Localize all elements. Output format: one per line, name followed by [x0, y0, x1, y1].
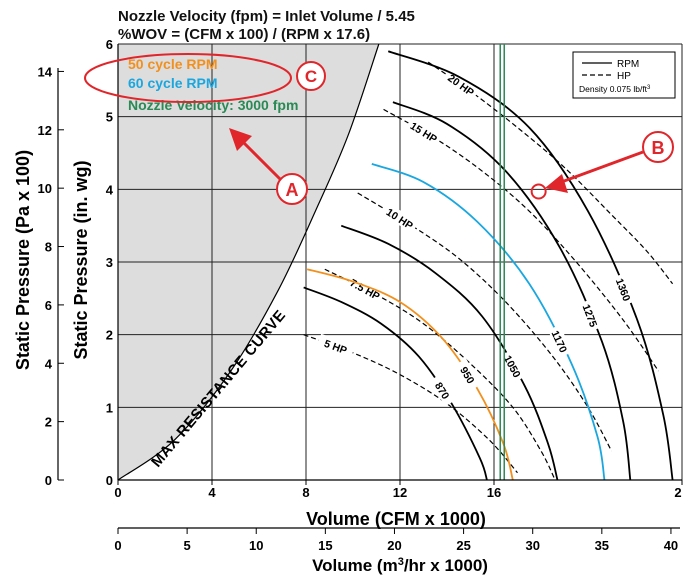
callout-c-letter: C — [305, 67, 317, 86]
x-axis-label: Volume (CFM x 1000) — [306, 509, 486, 529]
rpm-curve-label: 1360 — [613, 277, 633, 303]
x-tick-label: 0 — [114, 485, 121, 500]
x-tick-label: 4 — [208, 485, 216, 500]
hp-curve — [383, 108, 659, 372]
label-nozzle-velocity: Nozzle Velocity: 3000 fpm — [128, 97, 298, 113]
y-tick-label-pascal: 0 — [45, 473, 52, 488]
axes — [57, 44, 682, 529]
y-tick-label-inches: 6 — [106, 37, 113, 52]
x2-tick-label: 15 — [318, 538, 332, 553]
hp-label-bg — [346, 274, 385, 304]
callout-c-circle — [296, 61, 326, 91]
hp-label-bg — [316, 333, 356, 359]
hp-curve — [303, 334, 518, 474]
arrow-a-shaft — [240, 139, 282, 181]
legend-rpm-label: RPM — [617, 59, 639, 70]
hp-label-bg — [405, 116, 443, 147]
y-tick-label-inches: 3 — [106, 255, 113, 270]
hp-curve — [357, 192, 613, 452]
y-tick-label-inches: 4 — [106, 182, 114, 197]
x2-tick-label: 35 — [595, 538, 609, 553]
rpm-label-bg — [612, 273, 636, 306]
x-tick-label: 16 — [487, 485, 501, 500]
rpm-curve-label: 1170 — [549, 329, 570, 355]
x2-tick-label: 10 — [249, 538, 263, 553]
hp-label-bg — [381, 202, 419, 234]
formula-nozzle-velocity: Nozzle Velocity (fpm) = Inlet Volume / 5… — [118, 8, 415, 25]
y-tick-label-inches: 1 — [106, 400, 113, 415]
y-tick-label-pascal: 4 — [45, 356, 53, 371]
callout-c-ellipse — [84, 53, 292, 103]
callout-a-circle — [276, 173, 308, 205]
y-tick-label-pascal: 14 — [38, 64, 53, 79]
x2-axis-label-main: Volume (m — [312, 556, 398, 575]
rpm-label-bg — [500, 349, 526, 383]
y-tick-label-inches: 0 — [106, 473, 113, 488]
callouts — [84, 53, 674, 205]
rpm-curve — [303, 286, 488, 481]
y-tick-label-pascal: 8 — [45, 240, 52, 255]
arrow-a-head — [229, 128, 252, 151]
hp-label-bg — [443, 68, 480, 101]
x-tick-label: 8 — [302, 485, 309, 500]
x2-tick-label: 20 — [387, 538, 401, 553]
x-tick-label: 2 — [674, 485, 681, 500]
rpm-curve — [387, 50, 674, 481]
formula-wov: %WOV = (CFM x 100) / (RPM x 17.6) — [118, 26, 371, 43]
x2-tick-label: 40 — [664, 538, 678, 553]
x2-axis-label: Volume (m3/hr x 1000) — [312, 556, 488, 575]
x2-tick-label: 5 — [184, 538, 191, 553]
rpm-label-bg — [454, 358, 482, 391]
y-tick-label-inches: 2 — [106, 328, 113, 343]
y-tick-label-inches: 5 — [106, 110, 113, 125]
nozzle-velocity-lines — [499, 44, 505, 480]
x2-tick-label: 30 — [525, 538, 539, 553]
legend-density-text: Density 0.075 lb/ft — [579, 84, 648, 94]
arrow-b-shaft — [555, 150, 644, 186]
max-resistance-curve-line — [117, 43, 380, 481]
x2-axis-label-end: /hr x 1000) — [404, 556, 488, 575]
rpm-curve — [340, 224, 559, 481]
x2-tick-label: 0 — [114, 538, 121, 553]
callout-b-letter: B — [652, 138, 665, 158]
legend-density-exponent: 3 — [647, 85, 651, 91]
y-axis-label-inches: Static Pressure (in. wg) — [71, 160, 91, 359]
legend: RPM HP Density 0.075 lb/ft3 — [572, 51, 676, 99]
rpm-label-bg — [547, 324, 573, 358]
rpm-curve — [371, 163, 606, 481]
y-tick-label-pascal: 6 — [45, 298, 52, 313]
y-tick-label-pascal: 12 — [38, 123, 52, 138]
x2-axis-label-exponent: 3 — [398, 556, 404, 568]
rpm-label-bg — [429, 374, 457, 407]
x-tick-label: 12 — [393, 485, 407, 500]
x2-tick-label: 25 — [456, 538, 470, 553]
rpm-curve — [306, 268, 514, 481]
y-tick-label-pascal: 10 — [38, 181, 52, 196]
rpm-curve — [392, 101, 632, 481]
operating-point-marker — [530, 183, 547, 200]
arrow-b-head — [545, 174, 568, 193]
y-axis-label-pascal: Static Pressure (Pa x 100) — [13, 150, 33, 370]
hp-curve-label: 5 HP — [322, 338, 348, 357]
callout-a-letter: A — [286, 180, 299, 200]
legend-density-label: Density 0.075 lb/ft3 — [579, 84, 651, 94]
callout-b-circle — [642, 131, 674, 163]
rpm-curve-label: 1275 — [580, 303, 600, 329]
grid — [118, 43, 683, 480]
rpm-label-bg — [579, 298, 603, 332]
y-tick-label-pascal: 2 — [45, 415, 52, 430]
label-60-cycle-rpm: 60 cycle RPM — [128, 75, 218, 91]
legend-hp-label: HP — [617, 71, 631, 82]
label-50-cycle-rpm: 50 cycle RPM — [128, 56, 218, 72]
